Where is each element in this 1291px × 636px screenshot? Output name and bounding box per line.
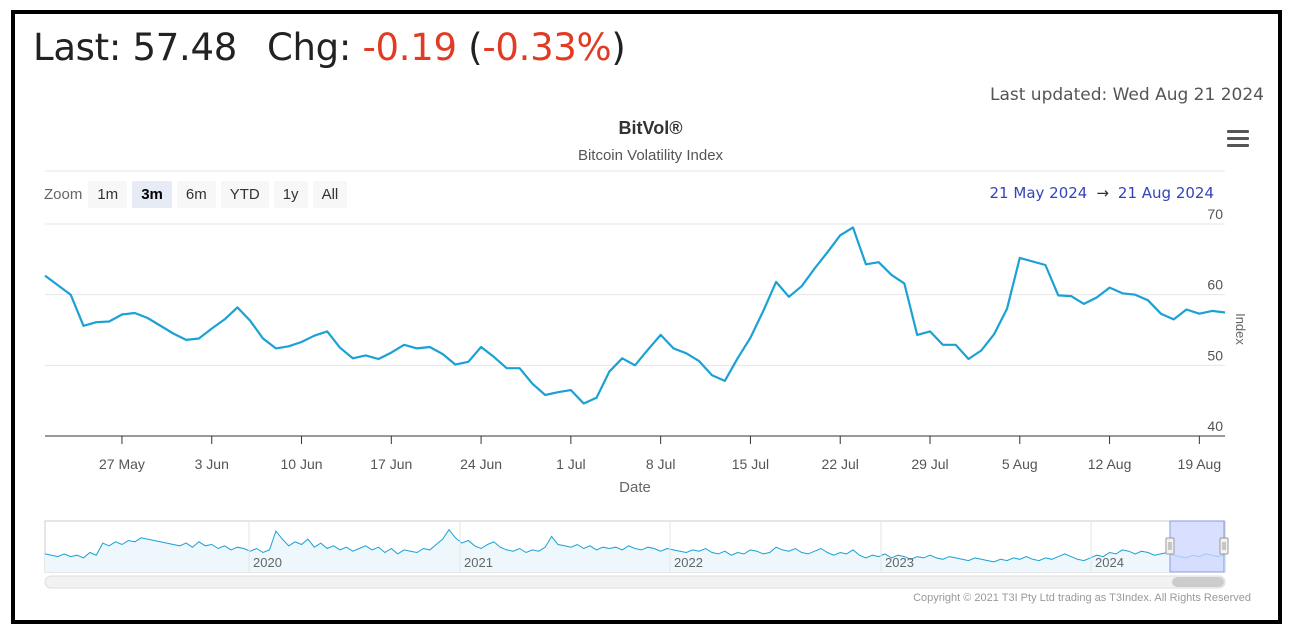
zoom-6m-button[interactable]: 6m: [176, 180, 216, 208]
x-tick-label: 27 May: [99, 456, 145, 472]
navigator-year-label: 2023: [885, 555, 914, 570]
last-updated: Last updated: Wed Aug 21 2024: [989, 85, 1264, 105]
scrollbar-thumb[interactable]: [1172, 577, 1224, 587]
range-to-input[interactable]: 21 Aug 2024: [1117, 184, 1214, 202]
chg-paren-open: (: [468, 26, 483, 69]
zoom-selector: Zoom 1m 3m 6m YTD 1y All: [44, 180, 352, 208]
y-tick-label: 40: [1207, 418, 1223, 434]
zoom-3m-button[interactable]: 3m: [132, 180, 172, 208]
navigator-year-label: 2021: [464, 555, 493, 570]
navigator-right-handle[interactable]: [1219, 537, 1229, 555]
navigator-year-label: 2020: [253, 555, 282, 570]
x-tick-label: 15 Jul: [732, 456, 769, 472]
scrollbar-track[interactable]: [44, 575, 1226, 589]
x-tick-label: 1 Jul: [556, 456, 586, 472]
hamburger-menu-icon[interactable]: [1227, 130, 1249, 148]
x-tick-label: 24 Jun: [460, 456, 502, 472]
navigator-year-label: 2022: [674, 555, 703, 570]
series-line: [44, 226, 1226, 405]
zoom-1m-button[interactable]: 1m: [88, 180, 128, 208]
copyright: Copyright © 2021 T3I Pty Ltd trading as …: [913, 592, 1251, 604]
zoom-label: Zoom: [44, 185, 83, 203]
range-from-input[interactable]: 21 May 2024: [989, 184, 1088, 202]
chg-label: Chg:: [266, 26, 351, 69]
chart-frame: Last: 57.48 Chg: -0.19 (-0.33%) Last upda…: [11, 10, 1282, 624]
chart-title: BitVol®: [618, 118, 683, 138]
x-tick-label: 17 Jun: [370, 456, 412, 472]
last-value: 57.48: [132, 26, 238, 69]
navigator-year-label: 2024: [1095, 555, 1124, 570]
zoom-1y-button[interactable]: 1y: [273, 180, 308, 208]
date-range: 21 May 2024 → 21 Aug 2024: [990, 184, 1214, 202]
chg-paren-close: ): [611, 26, 626, 69]
x-tick-label: 19 Aug: [1178, 456, 1222, 472]
x-tick-label: 29 Jul: [911, 456, 948, 472]
y-tick-label: 50: [1207, 347, 1223, 363]
headline: Last: 57.48 Chg: -0.19 (-0.33%): [33, 26, 626, 69]
chg-pct: -0.33%: [482, 26, 612, 69]
chart-svg: 40 50 60 70 27 May 3 Jun 10 Jun 17 Jun 24 Jun 1 J…: [44, 170, 1248, 589]
x-tick-label: 22 Jul: [822, 456, 859, 472]
y-tick-label: 70: [1207, 206, 1223, 222]
navigator-area: [45, 529, 1225, 572]
x-axis-title: Date: [619, 479, 651, 496]
navigator-selection: [1169, 520, 1225, 573]
zoom-ytd-button[interactable]: YTD: [220, 180, 269, 208]
navigator-line: [44, 528, 1226, 563]
zoom-all-button[interactable]: All: [312, 180, 348, 208]
range-arrow-icon: →: [1096, 184, 1109, 202]
y-tick-label: 60: [1207, 277, 1223, 293]
x-tick-label: 10 Jun: [280, 456, 322, 472]
chg-value: -0.19: [362, 26, 457, 69]
navigator-left-handle[interactable]: [1165, 537, 1175, 555]
last-label: Last:: [33, 26, 122, 69]
x-tick-label: 3 Jun: [195, 456, 229, 472]
y-axis-title: Index: [1233, 313, 1248, 345]
x-tick-label: 5 Aug: [1002, 456, 1038, 472]
chart-subtitle: Bitcoin Volatility Index: [577, 147, 724, 164]
handle-body: [1165, 537, 1175, 555]
handle-body: [1219, 537, 1229, 555]
x-tick-label: 8 Jul: [646, 456, 676, 472]
x-tick-label: 12 Aug: [1088, 456, 1132, 472]
